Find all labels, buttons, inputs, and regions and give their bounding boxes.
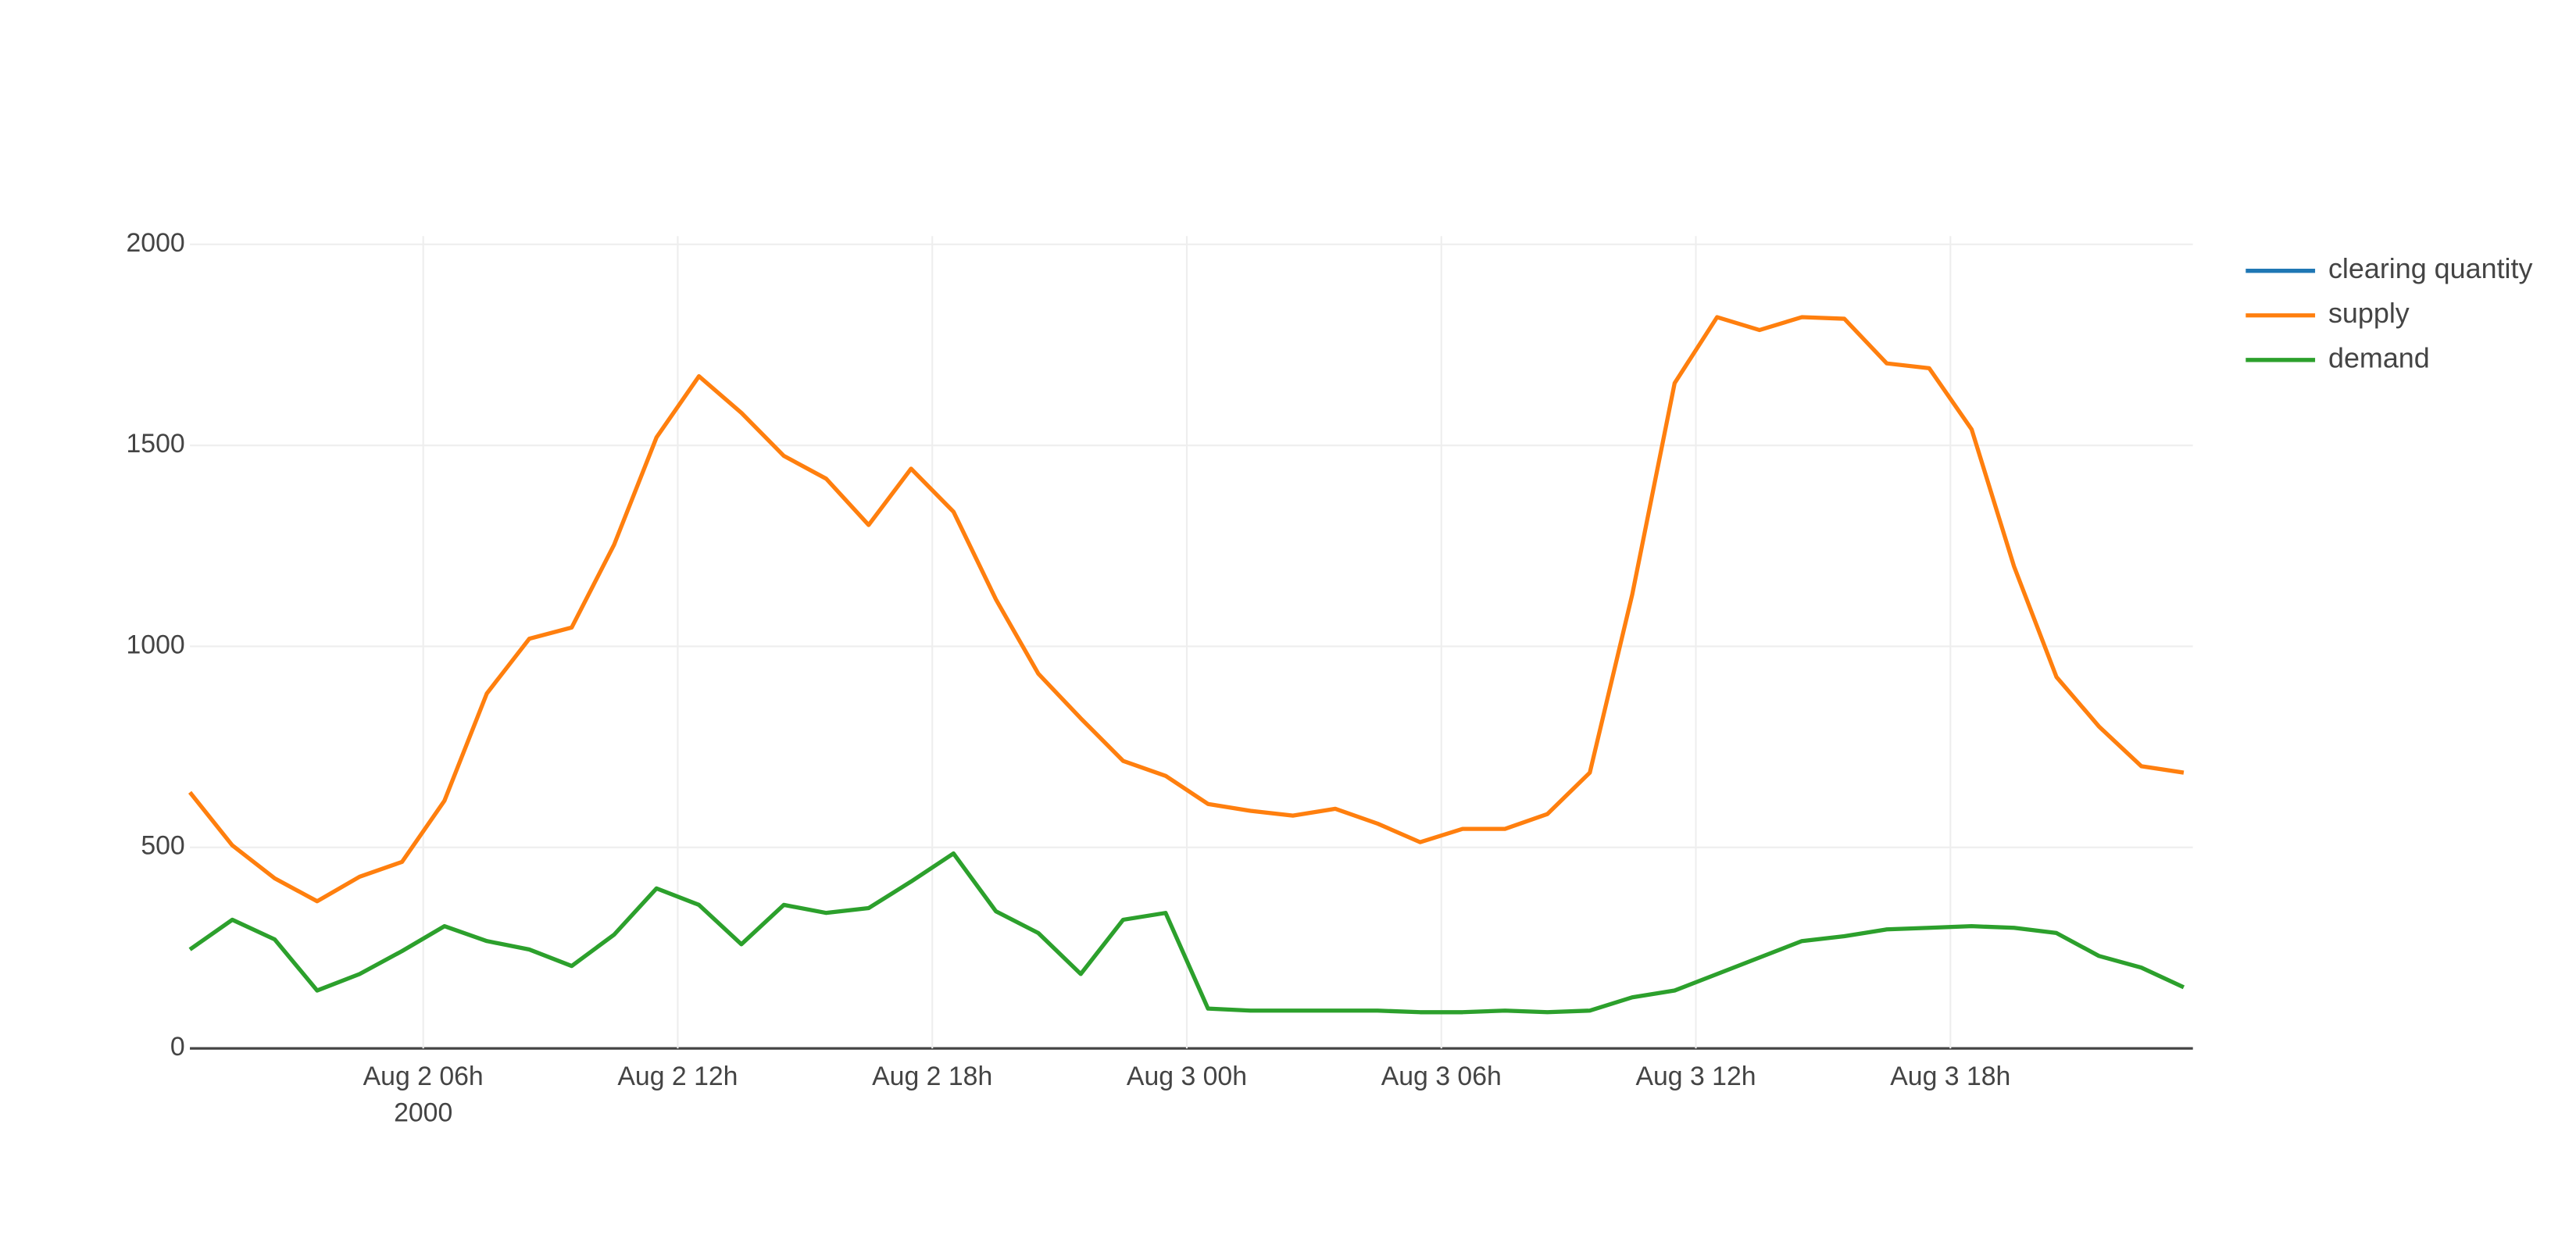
x-year-label: 2000 bbox=[394, 1098, 452, 1128]
legend-label: demand bbox=[2328, 341, 2430, 373]
x-tick-label: Aug 2 12h bbox=[617, 1062, 738, 1091]
x-tick-label: Aug 3 00h bbox=[1127, 1062, 1247, 1091]
x-tick-label: Aug 2 18h bbox=[872, 1062, 992, 1091]
series-line bbox=[188, 851, 2185, 1015]
y-tick-label: 500 bbox=[141, 831, 184, 861]
x-tick-label: Aug 2 06h bbox=[363, 1062, 484, 1091]
x-tick-label: Aug 3 12h bbox=[1635, 1062, 1756, 1091]
y-tick-label: 1000 bbox=[127, 630, 185, 659]
y-tick-label: 1500 bbox=[127, 429, 185, 459]
legend: clearing quantity supply demand bbox=[2246, 252, 2533, 373]
x-tick-label: Aug 3 18h bbox=[1890, 1062, 2010, 1091]
y-tick-label: 2000 bbox=[127, 228, 185, 258]
y-tick-label: 0 bbox=[170, 1032, 185, 1062]
x-tick-label: Aug 3 06h bbox=[1381, 1062, 1502, 1091]
series-line bbox=[188, 315, 2185, 904]
legend-label: clearing quantity bbox=[2328, 252, 2533, 284]
legend-label: supply bbox=[2328, 297, 2410, 329]
